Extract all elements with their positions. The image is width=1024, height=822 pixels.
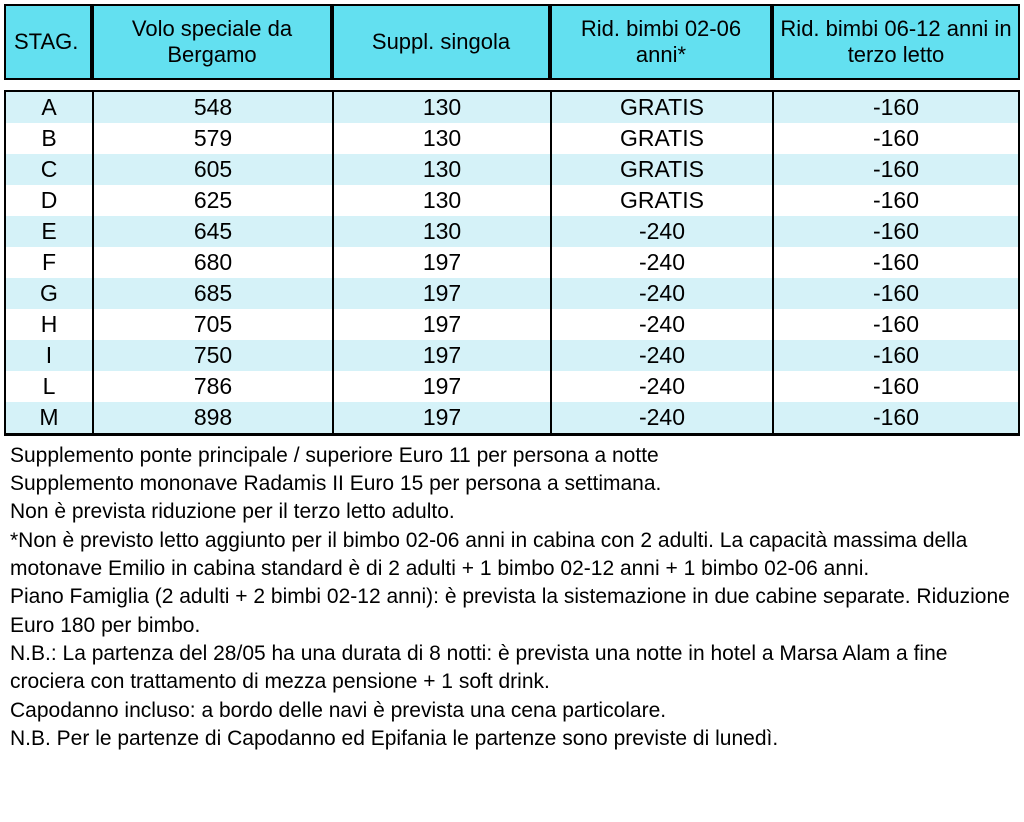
note-line: N.B. Per le partenze di Capodanno ed Epi… xyxy=(10,725,1020,753)
cell-stag: I xyxy=(4,340,92,371)
cell-suppl: 130 xyxy=(332,123,550,154)
cell-stag: M xyxy=(4,402,92,436)
notes-section: Supplemento ponte principale / superiore… xyxy=(4,442,1020,754)
cell-suppl: 197 xyxy=(332,278,550,309)
table-body: A548130GRATIS-160B579130GRATIS-160C60513… xyxy=(4,90,1020,436)
table-row: I750197-240-160 xyxy=(4,340,1020,371)
cell-rid1: GRATIS xyxy=(550,154,772,185)
cell-volo: 750 xyxy=(92,340,332,371)
cell-rid2: -160 xyxy=(772,247,1020,278)
note-line: Non è prevista riduzione per il terzo le… xyxy=(10,498,1020,526)
header-suppl: Suppl. singola xyxy=(332,4,550,80)
cell-volo: 685 xyxy=(92,278,332,309)
cell-rid1: GRATIS xyxy=(550,90,772,123)
cell-suppl: 197 xyxy=(332,402,550,436)
note-line: Supplemento ponte principale / superiore… xyxy=(10,442,1020,470)
cell-stag: H xyxy=(4,309,92,340)
table-row: D625130GRATIS-160 xyxy=(4,185,1020,216)
cell-suppl: 130 xyxy=(332,216,550,247)
cell-volo: 786 xyxy=(92,371,332,402)
table-header: STAG. Volo speciale da Bergamo Suppl. si… xyxy=(4,4,1020,80)
cell-rid1: -240 xyxy=(550,402,772,436)
cell-suppl: 197 xyxy=(332,340,550,371)
header-stag: STAG. xyxy=(4,4,92,80)
cell-rid2: -160 xyxy=(772,154,1020,185)
header-rid1: Rid. bimbi 02-06 anni* xyxy=(550,4,772,80)
table-row: A548130GRATIS-160 xyxy=(4,90,1020,123)
cell-suppl: 197 xyxy=(332,371,550,402)
cell-stag: A xyxy=(4,90,92,123)
cell-rid1: GRATIS xyxy=(550,123,772,154)
cell-suppl: 130 xyxy=(332,154,550,185)
cell-suppl: 130 xyxy=(332,185,550,216)
table-row: H705197-240-160 xyxy=(4,309,1020,340)
cell-volo: 898 xyxy=(92,402,332,436)
cell-rid2: -160 xyxy=(772,216,1020,247)
cell-rid1: -240 xyxy=(550,340,772,371)
table-row: E645130-240-160 xyxy=(4,216,1020,247)
cell-volo: 548 xyxy=(92,90,332,123)
note-line: Supplemento mononave Radamis II Euro 15 … xyxy=(10,470,1020,498)
pricing-table-container: STAG. Volo speciale da Bergamo Suppl. si… xyxy=(4,4,1020,436)
cell-rid1: -240 xyxy=(550,247,772,278)
cell-stag: E xyxy=(4,216,92,247)
cell-suppl: 130 xyxy=(332,90,550,123)
cell-stag: L xyxy=(4,371,92,402)
cell-rid1: -240 xyxy=(550,309,772,340)
cell-rid1: GRATIS xyxy=(550,185,772,216)
header-rid2: Rid. bimbi 06-12 anni in terzo letto xyxy=(772,4,1020,80)
cell-suppl: 197 xyxy=(332,309,550,340)
table-row: L786197-240-160 xyxy=(4,371,1020,402)
cell-volo: 625 xyxy=(92,185,332,216)
cell-stag: B xyxy=(4,123,92,154)
cell-volo: 605 xyxy=(92,154,332,185)
cell-rid2: -160 xyxy=(772,123,1020,154)
cell-stag: C xyxy=(4,154,92,185)
cell-suppl: 197 xyxy=(332,247,550,278)
table-row: M898197-240-160 xyxy=(4,402,1020,436)
cell-volo: 645 xyxy=(92,216,332,247)
table-row: F680197-240-160 xyxy=(4,247,1020,278)
cell-rid1: -240 xyxy=(550,216,772,247)
cell-rid2: -160 xyxy=(772,278,1020,309)
cell-stag: D xyxy=(4,185,92,216)
cell-rid2: -160 xyxy=(772,309,1020,340)
cell-stag: F xyxy=(4,247,92,278)
table-row: B579130GRATIS-160 xyxy=(4,123,1020,154)
note-line: N.B.: La partenza del 28/05 ha una durat… xyxy=(10,640,1020,697)
cell-volo: 680 xyxy=(92,247,332,278)
header-volo: Volo speciale da Bergamo xyxy=(92,4,332,80)
note-line: *Non è previsto letto aggiunto per il bi… xyxy=(10,527,1020,584)
table-row: C605130GRATIS-160 xyxy=(4,154,1020,185)
table-row: G685197-240-160 xyxy=(4,278,1020,309)
cell-rid1: -240 xyxy=(550,278,772,309)
cell-volo: 705 xyxy=(92,309,332,340)
cell-rid2: -160 xyxy=(772,371,1020,402)
cell-rid2: -160 xyxy=(772,90,1020,123)
cell-rid2: -160 xyxy=(772,185,1020,216)
note-line: Capodanno incluso: a bordo delle navi è … xyxy=(10,697,1020,725)
note-line: Piano Famiglia (2 adulti + 2 bimbi 02-12… xyxy=(10,583,1020,640)
pricing-table: STAG. Volo speciale da Bergamo Suppl. si… xyxy=(4,4,1020,436)
cell-volo: 579 xyxy=(92,123,332,154)
cell-rid2: -160 xyxy=(772,402,1020,436)
cell-rid1: -240 xyxy=(550,371,772,402)
cell-rid2: -160 xyxy=(772,340,1020,371)
cell-stag: G xyxy=(4,278,92,309)
